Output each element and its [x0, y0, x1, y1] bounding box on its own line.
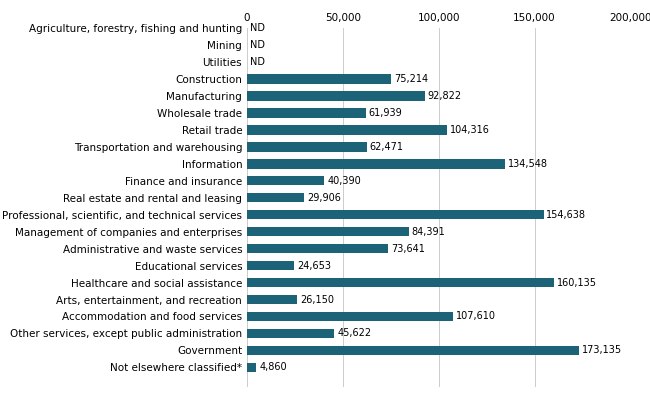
Bar: [247, 75, 391, 84]
Text: 26,150: 26,150: [300, 295, 334, 305]
Bar: [247, 193, 304, 202]
Bar: [247, 176, 324, 185]
Text: 4,860: 4,860: [259, 362, 287, 372]
Text: 45,622: 45,622: [337, 328, 372, 339]
Bar: [247, 159, 505, 168]
Text: ND: ND: [250, 23, 265, 33]
Bar: [247, 363, 256, 372]
Text: 84,391: 84,391: [411, 226, 445, 237]
Text: 160,135: 160,135: [557, 278, 597, 288]
Bar: [247, 125, 447, 135]
Text: 107,610: 107,610: [456, 312, 496, 322]
Text: 29,906: 29,906: [307, 193, 341, 203]
Text: 73,641: 73,641: [391, 244, 425, 253]
Bar: [247, 210, 543, 219]
Bar: [247, 329, 335, 338]
Text: 62,471: 62,471: [370, 142, 404, 152]
Text: 154,638: 154,638: [547, 210, 586, 220]
Text: ND: ND: [250, 40, 265, 50]
Bar: [247, 312, 453, 321]
Text: 173,135: 173,135: [582, 345, 622, 355]
Text: 75,214: 75,214: [394, 74, 428, 84]
Bar: [247, 91, 425, 101]
Bar: [247, 346, 579, 355]
Text: 92,822: 92,822: [428, 91, 462, 101]
Bar: [247, 261, 294, 270]
Text: 61,939: 61,939: [369, 108, 402, 118]
Text: 104,316: 104,316: [450, 125, 490, 135]
Bar: [247, 295, 297, 304]
Text: ND: ND: [250, 57, 265, 67]
Bar: [247, 142, 367, 152]
Text: 40,390: 40,390: [328, 176, 361, 186]
Text: 134,548: 134,548: [508, 159, 548, 169]
Bar: [247, 227, 409, 236]
Bar: [247, 108, 366, 118]
Bar: [247, 244, 388, 253]
Text: 24,653: 24,653: [297, 261, 331, 270]
Bar: [247, 278, 554, 287]
